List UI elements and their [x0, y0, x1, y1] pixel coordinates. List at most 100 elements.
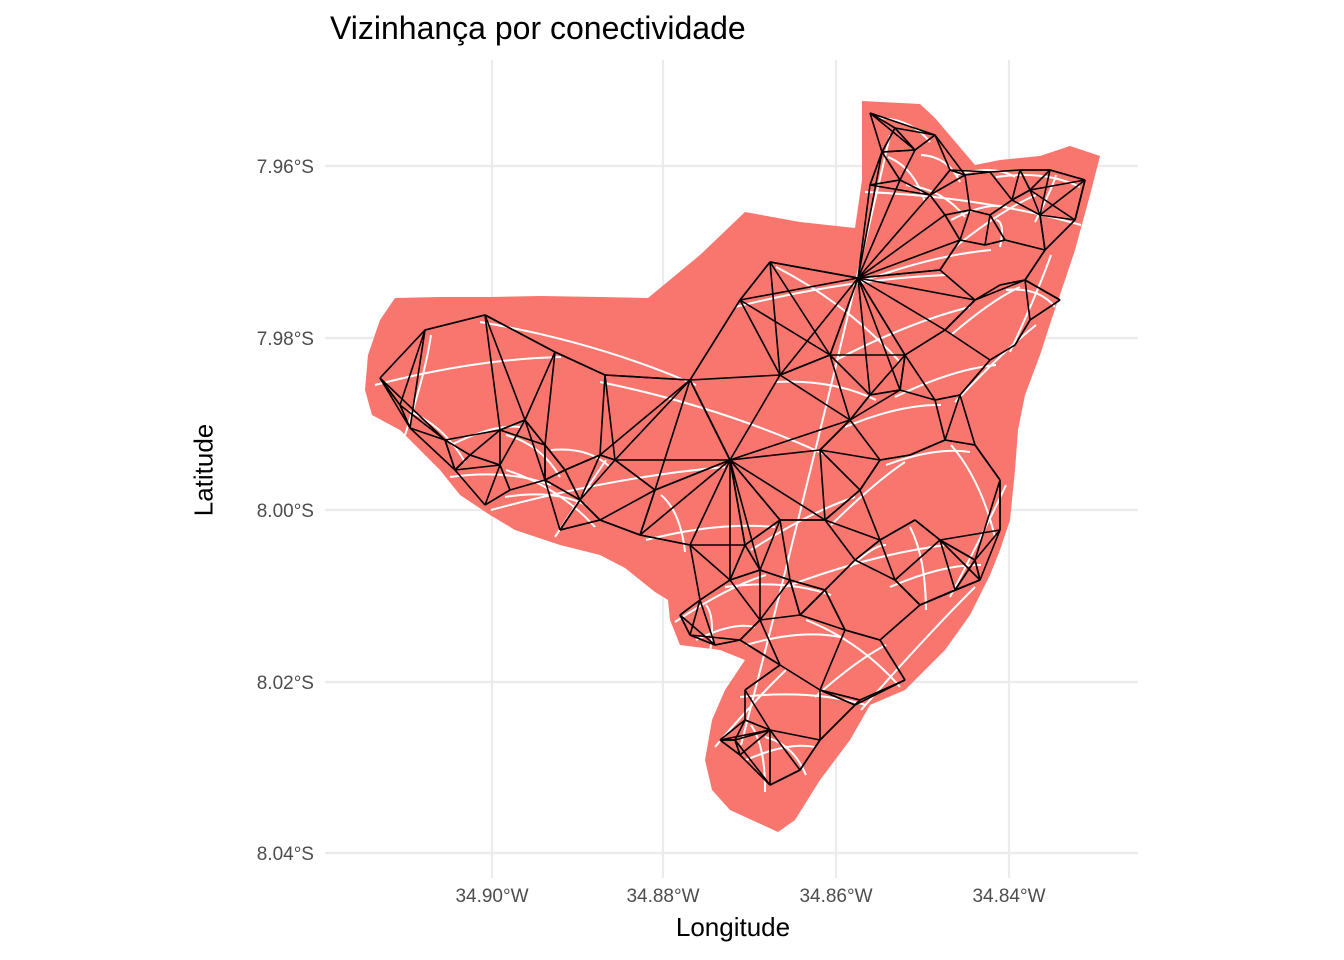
- neighbour-link: [654, 379, 691, 491]
- neighbour-link: [689, 459, 731, 546]
- neighbour-link: [881, 151, 901, 181]
- neighbour-link: [759, 569, 791, 581]
- neighbour-link: [944, 329, 991, 361]
- neighbour-link: [934, 134, 966, 176]
- neighbour-link: [879, 604, 921, 641]
- chart-title: Vizinhança por conectividade: [330, 10, 746, 46]
- neighbour-link: [1029, 189, 1076, 221]
- neighbour-link: [729, 419, 851, 461]
- neighbour-link: [779, 519, 791, 581]
- boundary-line: [550, 448, 611, 468]
- x-tick-label: 34.84°W: [972, 886, 1045, 907]
- neighbour-link: [424, 314, 486, 331]
- neighbour-link: [984, 214, 991, 246]
- neighbour-link: [729, 374, 781, 461]
- neighbour-link: [857, 194, 931, 279]
- neighbour-link: [904, 329, 946, 356]
- neighbour-link: [881, 149, 916, 153]
- neighbour-link: [789, 579, 826, 591]
- neighbour-link: [819, 449, 826, 521]
- boundary-line: [740, 134, 891, 746]
- neighbour-link: [857, 239, 961, 279]
- neighbour-link: [964, 174, 971, 211]
- neighbour-link: [739, 639, 781, 666]
- neighbour-link: [739, 299, 781, 376]
- neighbour-link: [729, 544, 746, 581]
- neighbour-link: [499, 419, 526, 466]
- neighbour-link: [854, 559, 896, 581]
- neighbour-link: [934, 399, 946, 441]
- neighbour-link: [599, 379, 691, 456]
- neighbour-link: [939, 239, 961, 271]
- neighbour-link: [739, 277, 859, 301]
- neighbour-link: [1014, 319, 1031, 346]
- neighbour-link: [954, 559, 976, 591]
- neighbour-link: [599, 454, 616, 461]
- neighbour-link: [824, 519, 881, 541]
- boundary-line: [734, 274, 947, 308]
- neighbour-link: [699, 579, 731, 601]
- neighbour-link: [399, 329, 426, 406]
- neighbour-link: [894, 127, 916, 151]
- neighbour-link: [759, 579, 791, 621]
- y-tick-label: 7.96°S: [257, 157, 314, 178]
- neighbour-link: [979, 529, 1001, 581]
- boundary-line: [864, 191, 1082, 226]
- boundary-line: [920, 154, 961, 183]
- neighbour-link: [974, 444, 1001, 481]
- neighbour-link: [869, 389, 901, 396]
- connectivity-links: [379, 112, 1086, 786]
- neighbour-link: [604, 374, 691, 381]
- neighbour-link: [729, 459, 781, 521]
- boundary-line: [835, 306, 971, 361]
- neighbour-link: [1049, 169, 1086, 181]
- neighbour-link: [819, 449, 861, 491]
- neighbour-link: [854, 699, 861, 706]
- neighbour-link: [599, 489, 656, 521]
- neighbour-link: [379, 377, 401, 406]
- neighbour-link: [734, 739, 741, 756]
- neighbour-link: [509, 479, 546, 491]
- boundary-line: [844, 403, 942, 428]
- neighbour-link: [857, 214, 946, 279]
- neighbour-link: [879, 539, 896, 581]
- neighbour-link: [894, 539, 941, 581]
- neighbour-link: [974, 559, 981, 581]
- neighbour-link: [934, 394, 961, 401]
- boundary-line: [784, 544, 947, 588]
- neighbour-link: [454, 464, 501, 471]
- neighbour-link: [379, 377, 446, 441]
- neighbour-link: [857, 184, 871, 279]
- neighbour-link: [654, 459, 731, 491]
- neighbour-link: [779, 277, 859, 376]
- neighbour-link: [579, 499, 601, 521]
- x-tick-label: 34.86°W: [799, 886, 872, 907]
- neighbour-link: [484, 314, 556, 353]
- neighbour-link: [544, 469, 566, 481]
- neighbour-link: [484, 314, 501, 431]
- neighbour-link: [869, 151, 883, 186]
- neighbour-link: [564, 454, 601, 471]
- boundary-line: [887, 156, 926, 203]
- neighbour-link: [739, 754, 771, 786]
- neighbour-link: [559, 519, 601, 531]
- boundary-line: [995, 173, 1081, 188]
- neighbour-link: [849, 419, 881, 461]
- neighbour-link: [599, 519, 641, 536]
- neighbour-link: [759, 619, 781, 666]
- boundary-line: [875, 117, 931, 143]
- neighbour-link: [959, 394, 976, 446]
- neighbour-link: [939, 539, 981, 581]
- neighbour-link: [1024, 249, 1046, 281]
- neighbour-link: [769, 729, 821, 741]
- neighbour-link: [869, 112, 896, 129]
- neighbour-link: [444, 429, 501, 441]
- boundary-line: [775, 266, 901, 363]
- neighbour-link: [934, 134, 951, 171]
- neighbour-link: [799, 739, 821, 771]
- neighbour-link: [954, 579, 981, 591]
- neighbour-link: [899, 149, 916, 181]
- boundary-line: [745, 744, 816, 761]
- neighbour-link: [524, 419, 546, 446]
